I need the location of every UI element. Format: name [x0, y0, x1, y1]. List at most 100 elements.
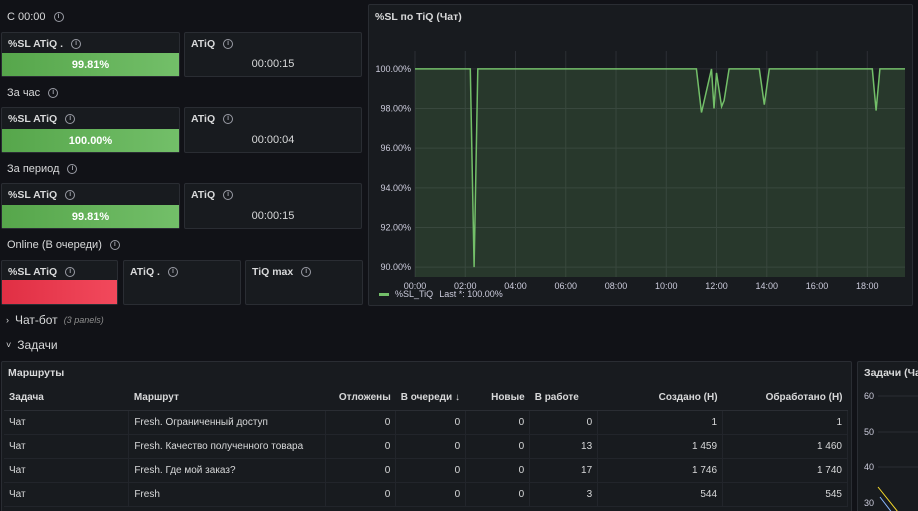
- sl-value: 100.00%: [2, 129, 179, 152]
- table-cell: 1 740: [722, 458, 848, 483]
- tasks-row-toggle[interactable]: ˅ Задачи: [6, 338, 58, 352]
- y-tick-label: 100.00%: [375, 64, 411, 74]
- row-title-online: Online (В очереди) i: [7, 239, 120, 251]
- tasks-y-tick: 40: [864, 462, 875, 472]
- sl-red-bar: [2, 280, 117, 304]
- tasks-y-tick: 60: [864, 391, 875, 401]
- table-row[interactable]: Чат Fresh. Где мой заказ? 0 0 0 17 1 746 1 740: [4, 458, 848, 483]
- table-cell: 0: [395, 458, 467, 483]
- info-icon[interactable]: i: [65, 114, 76, 124]
- atiq-panel: ATiQ i 00:00:15: [184, 32, 362, 77]
- table-cell: 1 746: [597, 458, 724, 483]
- table-cell: 0: [465, 410, 531, 435]
- legend-series: %SL_TiQ: [395, 289, 434, 299]
- chevron-down-icon: ˅: [6, 340, 12, 350]
- info-icon[interactable]: i: [53, 12, 64, 22]
- col-header[interactable]: Новые: [465, 386, 530, 411]
- info-icon[interactable]: i: [109, 240, 120, 250]
- col-header[interactable]: Обработано (Н): [722, 386, 848, 411]
- routes-title: Маршруты: [8, 367, 65, 379]
- x-tick-label: 14:00: [756, 281, 779, 291]
- row-title-since-midnight: С 00:00 i: [7, 11, 64, 23]
- y-tick-label: 96.00%: [380, 143, 411, 153]
- sl-atiq-panel: %SL ATiQ i 99.81%: [1, 183, 180, 229]
- routes-table-panel: Маршруты Задача Маршрут Отложены В очере…: [1, 361, 852, 511]
- table-cell: Fresh: [128, 482, 327, 507]
- table-cell: 0: [395, 482, 467, 507]
- info-icon[interactable]: i: [65, 190, 76, 200]
- table-cell: 1: [597, 410, 724, 435]
- atiq-value: 00:00:15: [251, 58, 295, 70]
- tasks-y-tick: 30: [864, 498, 875, 508]
- info-icon[interactable]: i: [223, 39, 234, 49]
- table-cell: Fresh. Ограниченный доступ: [128, 410, 327, 435]
- y-tick-label: 90.00%: [380, 262, 411, 272]
- x-tick-label: 00:00: [404, 281, 427, 291]
- x-tick-label: 08:00: [605, 281, 628, 291]
- table-cell: Fresh. Где мой заказ?: [128, 458, 327, 483]
- col-header[interactable]: Задача: [4, 386, 129, 411]
- table-row[interactable]: Чат Fresh 0 0 0 3 544 545: [4, 482, 848, 507]
- y-tick-label: 92.00%: [380, 222, 411, 232]
- info-icon[interactable]: i: [65, 267, 76, 277]
- info-icon[interactable]: i: [71, 39, 82, 49]
- y-tick-label: 98.00%: [380, 104, 411, 114]
- table-cell: Чат: [4, 458, 130, 483]
- info-icon[interactable]: i: [301, 267, 312, 277]
- tasks-chart-panel: Задачи (Чат) 60 50 40 30: [857, 361, 918, 511]
- info-icon[interactable]: i: [223, 114, 234, 124]
- x-tick-label: 06:00: [555, 281, 578, 291]
- chevron-right-icon: ›: [6, 315, 9, 325]
- x-tick-label: 12:00: [705, 281, 728, 291]
- table-cell: Чат: [4, 434, 130, 459]
- table-cell: 0: [395, 410, 467, 435]
- table-cell: 17: [529, 458, 599, 483]
- legend-swatch: [379, 292, 389, 296]
- table-cell: 13: [529, 434, 599, 459]
- graph-legend[interactable]: %SL_TiQ Last *: 100.00%: [379, 289, 503, 299]
- table-cell: 0: [325, 434, 397, 459]
- sl-tiq-graph-panel: %SL по TiQ (Чат) 100.00% 98.00% 96.00% 94.0…: [368, 4, 913, 306]
- atiq-value: 00:00:15: [251, 210, 295, 222]
- y-tick-label: 94.00%: [380, 183, 411, 193]
- x-tick-label: 18:00: [856, 281, 879, 291]
- col-header[interactable]: В работе: [529, 386, 598, 411]
- col-header[interactable]: Создано (Н): [597, 386, 723, 411]
- routes-table: Задача Маршрут Отложены В очереди ↓ Новы…: [4, 386, 848, 507]
- sl-atiq-online-panel: %SL ATiQ i: [1, 260, 118, 305]
- row-title-per-period: За период i: [7, 163, 78, 175]
- table-cell: 545: [722, 482, 848, 507]
- chatbot-row-toggle[interactable]: › Чат-бот (3 panels): [6, 313, 104, 327]
- info-icon[interactable]: i: [223, 190, 234, 200]
- col-header[interactable]: В очереди ↓: [395, 386, 466, 411]
- info-icon[interactable]: i: [48, 88, 59, 98]
- info-icon[interactable]: i: [167, 267, 178, 277]
- sl-atiq-panel: %SL ATiQ i 100.00%: [1, 107, 180, 153]
- series-line: [415, 68, 905, 268]
- col-header[interactable]: Маршрут: [128, 386, 326, 411]
- table-cell: 0: [325, 458, 397, 483]
- tasks-chart-lines: [877, 395, 918, 511]
- table-cell: 0: [529, 410, 599, 435]
- table-cell: 1: [722, 410, 848, 435]
- atiq-panel: ATiQ i 00:00:15: [184, 183, 362, 229]
- tasks-series-line: [879, 496, 892, 511]
- table-row[interactable]: Чат Fresh. Ограниченный доступ 0 0 0 0 1 1: [4, 410, 848, 435]
- table-cell: 0: [325, 410, 397, 435]
- sl-atiq-panel: %SL ATiQ .i 99.81%: [1, 32, 180, 77]
- legend-last: Last *: 100.00%: [439, 289, 503, 299]
- table-row[interactable]: Чат Fresh. Качество полученного товара 0 0 0…: [4, 434, 848, 459]
- atiq-panel: ATiQ i 00:00:04: [184, 107, 362, 153]
- atiq-online-panel: ATiQ .i: [123, 260, 241, 305]
- col-header[interactable]: Отложены: [325, 386, 396, 411]
- table-cell: 544: [597, 482, 724, 507]
- info-icon[interactable]: i: [67, 164, 78, 174]
- table-cell: Fresh. Качество полученного товара: [128, 434, 327, 459]
- sl-value: 99.81%: [2, 205, 179, 228]
- x-tick-label: 10:00: [655, 281, 678, 291]
- tasks-chart-title: Задачи (Чат): [864, 367, 918, 379]
- table-cell: 1 460: [722, 434, 848, 459]
- sort-arrow-icon: ↓: [454, 392, 460, 404]
- table-header-row: Задача Маршрут Отложены В очереди ↓ Новы…: [4, 386, 848, 411]
- table-cell: 0: [395, 434, 467, 459]
